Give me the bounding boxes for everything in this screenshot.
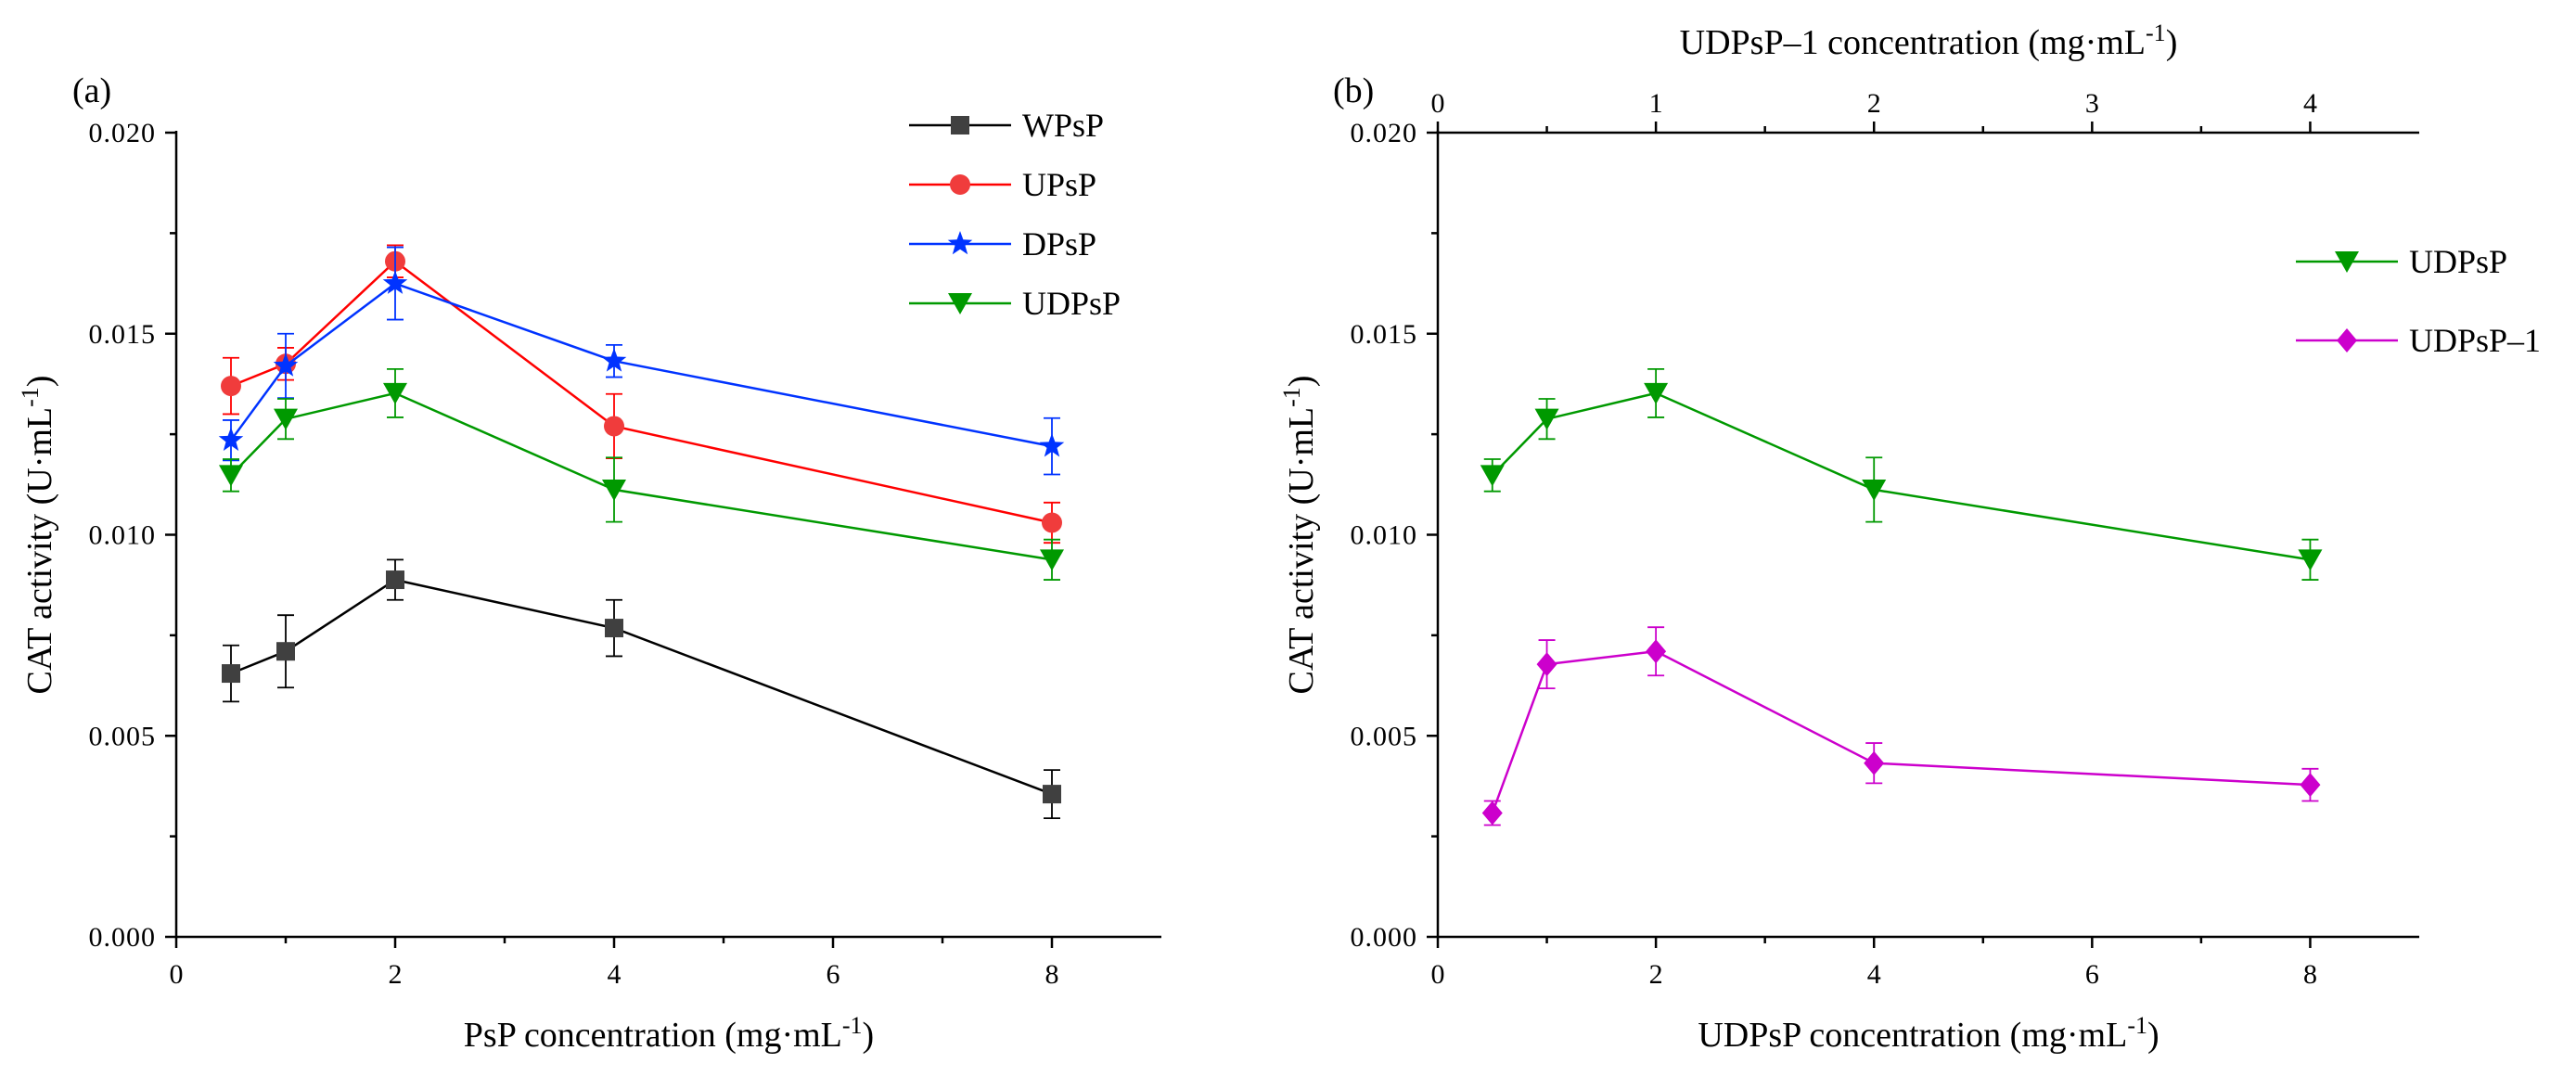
panel-a-series <box>218 244 1065 820</box>
panel-b-top-axis-title: UDPsP–1 concentration (mg·mL-1) <box>1680 19 2178 62</box>
x-tick-label: 4 <box>608 959 622 990</box>
data-point <box>604 416 624 437</box>
series-line <box>229 282 1053 448</box>
y-tick-label: 0.020 <box>1351 118 1418 148</box>
x-tick-label: 8 <box>1045 959 1059 990</box>
panel-b-axes: 0 2 4 6 8 0.000 0.005 0.010 0.015 0.020 0 1 2 3 4 <box>1351 88 2419 990</box>
legend-marker <box>2337 328 2357 352</box>
legend-item: UPsP <box>909 166 1096 203</box>
y-tick-label: 0.010 <box>1351 520 1418 551</box>
panel-b-x-axis-title: UDPsP concentration (mg·mL-1) <box>1698 1012 2159 1055</box>
legend-marker <box>2335 251 2359 273</box>
data-point <box>1644 382 1669 404</box>
data-point <box>2300 773 2321 798</box>
legend-label: DPsP <box>1022 225 1096 263</box>
data-point <box>1534 408 1559 430</box>
data-point <box>1536 652 1557 677</box>
y-tick-label: 0.015 <box>89 319 157 350</box>
data-point <box>1039 433 1065 457</box>
top-tick-label: 3 <box>2085 88 2099 119</box>
series-udpsp-1 <box>1481 626 2321 826</box>
series-dpsp <box>218 246 1065 476</box>
series-line <box>230 391 1053 561</box>
data-point <box>219 465 243 487</box>
data-point <box>386 570 404 590</box>
legend-item: UDPsP–1 <box>2296 322 2541 359</box>
legend-item: DPsP <box>909 225 1096 263</box>
data-point <box>1043 785 1061 804</box>
legend-marker <box>948 293 972 314</box>
panel-a-legend: WPsP UPsP DPsP UDPsP <box>909 107 1121 322</box>
legend-label: WPsP <box>1022 107 1104 144</box>
data-point <box>1480 465 1505 487</box>
data-point <box>273 352 299 377</box>
data-point <box>602 479 626 501</box>
series-wpsp <box>222 558 1061 820</box>
panel-a-y-axis-title: CAT activity (U·mL-1) <box>17 376 59 695</box>
x-tick-label: 2 <box>1649 959 1663 990</box>
legend-item: UDPsP <box>909 285 1121 322</box>
panel-b-y-axis-title: CAT activity (U·mL-1) <box>1278 376 1321 695</box>
legend-label: UDPsP–1 <box>2409 322 2541 359</box>
y-tick-label: 0.015 <box>1351 319 1418 350</box>
panel-b-legend: UDPsP UDPsP–1 <box>2296 243 2541 359</box>
legend-item: UDPsP <box>2296 243 2507 280</box>
y-tick-label: 0.005 <box>89 721 157 751</box>
x-tick-label: 2 <box>389 959 403 990</box>
data-point <box>382 270 408 294</box>
top-tick-label: 1 <box>1649 88 1663 119</box>
panel-b-series <box>1480 367 2323 826</box>
legend-marker <box>951 116 969 134</box>
panel-a-x-axis-title: PsP concentration (mg·mL-1) <box>464 1012 874 1055</box>
data-point <box>1042 512 1062 533</box>
top-tick-label: 2 <box>1867 88 1881 119</box>
x-tick-label: 0 <box>1431 959 1445 990</box>
panel-b-label: (b) <box>1333 71 1374 110</box>
x-tick-label: 6 <box>2085 959 2099 990</box>
x-tick-label: 0 <box>170 959 184 990</box>
legend-label: UDPsP <box>1022 285 1121 322</box>
data-point <box>605 619 623 638</box>
data-point <box>221 376 241 397</box>
top-tick-label: 0 <box>1431 88 1445 119</box>
data-point <box>1481 801 1503 826</box>
y-tick-label: 0.010 <box>89 520 157 551</box>
data-point <box>383 382 407 404</box>
series-line <box>230 260 1053 524</box>
top-tick-label: 4 <box>2303 88 2317 119</box>
data-point <box>1646 639 1667 664</box>
series-upsp <box>221 244 1062 544</box>
series-udpsp <box>219 367 1064 581</box>
panel-a: (a) 0 2 4 6 8 0.000 0.005 0.010 0.015 0.020 WPsP U… <box>17 71 1161 1055</box>
series-line <box>230 578 1053 796</box>
x-tick-label: 8 <box>2303 959 2317 990</box>
data-point <box>276 642 295 661</box>
data-point <box>1864 750 1885 775</box>
y-tick-label: 0.000 <box>1351 922 1418 953</box>
data-point <box>601 348 627 372</box>
data-point <box>1040 549 1064 571</box>
legend-label: UDPsP <box>2409 243 2507 280</box>
data-point <box>274 408 298 430</box>
y-tick-label: 0.000 <box>89 922 157 953</box>
legend-item: WPsP <box>909 107 1104 144</box>
x-tick-label: 6 <box>827 959 840 990</box>
legend-marker <box>950 174 970 195</box>
series-udpsp <box>1480 367 2323 581</box>
data-point <box>222 664 240 684</box>
data-point <box>1862 479 1887 501</box>
y-tick-label: 0.005 <box>1351 721 1418 751</box>
legend-label: UPsP <box>1022 166 1096 203</box>
x-tick-label: 4 <box>1867 959 1881 990</box>
series-line <box>1491 391 2311 561</box>
legend-marker <box>947 231 973 255</box>
series-line <box>1491 649 2311 813</box>
data-point <box>218 427 244 451</box>
y-tick-label: 0.020 <box>89 118 157 148</box>
panel-a-axes: 0 2 4 6 8 0.000 0.005 0.010 0.015 0.020 <box>89 118 1161 990</box>
panel-a-label: (a) <box>72 71 111 110</box>
data-point <box>2298 549 2323 571</box>
